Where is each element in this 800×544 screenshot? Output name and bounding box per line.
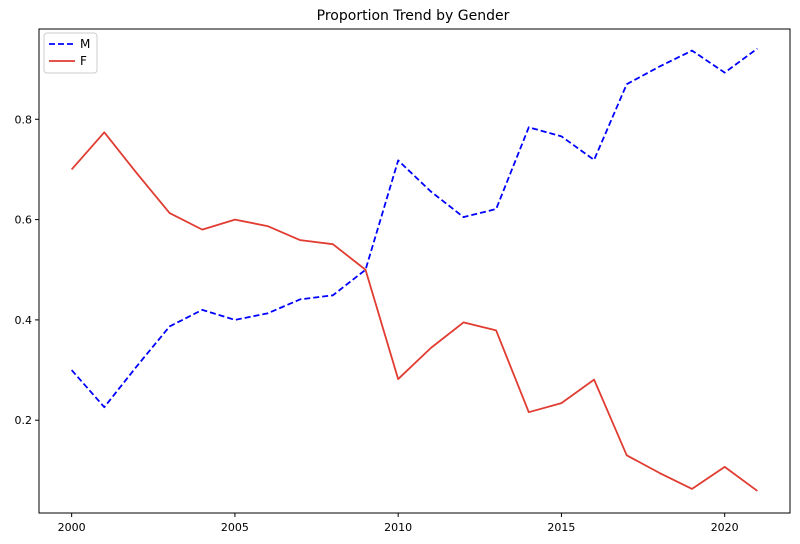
- x-tick-label: 2000: [58, 521, 86, 534]
- x-axis: 2000 2005 2010 2015 2020: [58, 513, 739, 534]
- series-layer: [70, 47, 758, 492]
- y-tick-label: 0.2: [15, 414, 33, 427]
- y-tick-label: 0.8: [15, 113, 33, 126]
- y-axis: 0.2 0.4 0.6 0.8: [15, 113, 39, 427]
- chart-title: Proportion Trend by Gender: [317, 8, 510, 24]
- x-tick-label: 2020: [711, 521, 739, 534]
- x-tick-label: 2010: [384, 521, 412, 534]
- legend-label-f: F: [80, 54, 87, 68]
- legend-box: [43, 32, 98, 74]
- series-line-f: [70, 131, 758, 492]
- legend: MF: [43, 32, 98, 74]
- series-line-m: [70, 47, 758, 409]
- x-tick-label: 2015: [547, 521, 575, 534]
- plot-frame: [38, 28, 791, 514]
- y-tick-label: 0.6: [15, 214, 33, 227]
- y-tick-label: 0.4: [15, 314, 33, 327]
- legend-label-m: M: [80, 37, 90, 51]
- x-tick-label: 2005: [221, 521, 249, 534]
